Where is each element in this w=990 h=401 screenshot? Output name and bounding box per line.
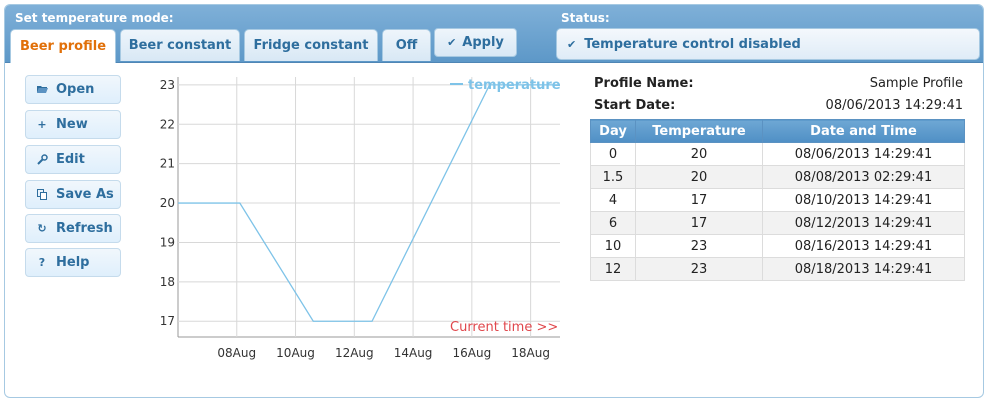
open-label: Open xyxy=(56,82,95,97)
cell-temperature: 17 xyxy=(635,188,763,212)
table-row[interactable]: 6 17 08/12/2013 14:29:41 xyxy=(590,211,965,235)
chart-series xyxy=(178,84,560,322)
app-frame: Set temperature mode: Status: Beer profi… xyxy=(4,4,984,398)
profile-table: Day Temperature Date and Time 0 20 08/06… xyxy=(590,119,965,281)
cell-temperature: 17 xyxy=(635,211,763,235)
x-tick-label: 14Aug xyxy=(394,346,433,360)
x-tick-label: 12Aug xyxy=(335,346,374,360)
tab-fridge-constant[interactable]: Fridge constant xyxy=(244,29,378,61)
y-tick-label: 22 xyxy=(160,117,175,131)
x-axis-labels: 08Aug 10Aug 12Aug 14Aug 16Aug 18Aug xyxy=(217,346,550,360)
folder-open-icon xyxy=(36,85,48,94)
cell-date-time: 08/18/2013 14:29:41 xyxy=(762,257,965,281)
save-as-label: Save As xyxy=(56,187,114,202)
cell-date-time: 08/06/2013 14:29:41 xyxy=(762,142,965,166)
cell-date-time: 08/12/2013 14:29:41 xyxy=(762,211,965,235)
y-tick-label: 18 xyxy=(160,275,175,289)
y-tick-label: 17 xyxy=(160,314,175,328)
cell-date-time: 08/08/2013 02:29:41 xyxy=(762,165,965,189)
cell-temperature: 20 xyxy=(635,142,763,166)
status-label: Status: xyxy=(561,11,610,25)
apply-button[interactable]: ✔ Apply xyxy=(434,28,517,57)
cell-date-time: 08/10/2013 14:29:41 xyxy=(762,188,965,212)
tab-beer-profile[interactable]: Beer profile xyxy=(10,29,116,63)
cell-date-time: 08/16/2013 14:29:41 xyxy=(762,234,965,258)
check-icon: ✔ xyxy=(567,37,577,51)
profile-name-value: Sample Profile xyxy=(869,76,963,91)
status-text: Temperature control disabled xyxy=(584,36,801,52)
legend-label: temperature xyxy=(468,78,561,93)
y-tick-label: 23 xyxy=(160,78,175,92)
table-row[interactable]: 1.5 20 08/08/2013 02:29:41 xyxy=(590,165,965,189)
cell-temperature: 23 xyxy=(635,257,763,281)
edit-button[interactable]: Edit xyxy=(25,145,121,174)
table-row[interactable]: 0 20 08/06/2013 14:29:41 xyxy=(590,142,965,166)
start-date-label: Start Date: xyxy=(594,98,676,113)
y-tick-label: 20 xyxy=(160,196,175,210)
table-row[interactable]: 12 23 08/18/2013 14:29:41 xyxy=(590,257,965,281)
apply-label: Apply xyxy=(462,35,504,50)
status-indicator: ✔ Temperature control disabled xyxy=(556,28,980,60)
help-icon: ? xyxy=(38,256,46,269)
refresh-icon: ↻ xyxy=(37,222,47,235)
table-header-row: Day Temperature Date and Time xyxy=(590,119,965,143)
open-button[interactable]: Open xyxy=(25,75,121,104)
cell-day: 6 xyxy=(590,211,636,235)
y-axis-labels: 17 18 19 20 21 22 23 xyxy=(160,78,175,328)
new-label: New xyxy=(56,117,88,132)
x-tick-label: 16Aug xyxy=(452,346,491,360)
new-button[interactable]: + New xyxy=(25,110,121,139)
wrench-icon xyxy=(36,154,48,165)
help-button[interactable]: ? Help xyxy=(25,248,121,277)
x-tick-label: 10Aug xyxy=(276,346,315,360)
cell-day: 10 xyxy=(590,234,636,258)
temperature-chart: 17 18 19 20 21 22 23 08Aug 10Aug 12Aug 14Aug 16Aug… xyxy=(160,77,561,360)
series-line-temperature xyxy=(178,84,560,322)
cell-day: 0 xyxy=(590,142,636,166)
column-header-date-time[interactable]: Date and Time xyxy=(762,119,965,143)
column-header-temperature[interactable]: Temperature xyxy=(635,119,763,143)
current-time-annotation: Current time >> xyxy=(450,320,558,335)
plus-icon: + xyxy=(37,118,47,131)
y-tick-label: 21 xyxy=(160,157,175,171)
save-as-button[interactable]: Save As xyxy=(25,180,121,209)
chart-grid xyxy=(177,77,560,338)
table-row[interactable]: 4 17 08/10/2013 14:29:41 xyxy=(590,188,965,212)
edit-label: Edit xyxy=(56,152,85,167)
mode-header: Set temperature mode: Status: Beer profi… xyxy=(5,5,983,63)
start-date-value: 08/06/2013 14:29:41 xyxy=(825,98,963,113)
x-tick-label: 08Aug xyxy=(217,346,256,360)
profile-name-label: Profile Name: xyxy=(594,76,694,91)
x-tick-label: 18Aug xyxy=(511,346,550,360)
cell-day: 12 xyxy=(590,257,636,281)
cell-day: 1.5 xyxy=(590,165,636,189)
copy-icon xyxy=(36,189,48,200)
tab-off[interactable]: Off xyxy=(382,29,431,61)
mode-label: Set temperature mode: xyxy=(15,11,174,25)
table-row[interactable]: 10 23 08/16/2013 14:29:41 xyxy=(590,234,965,258)
cell-temperature: 20 xyxy=(635,165,763,189)
refresh-label: Refresh xyxy=(56,221,113,236)
cell-temperature: 23 xyxy=(635,234,763,258)
column-header-day[interactable]: Day xyxy=(590,119,636,143)
check-icon: ✔ xyxy=(447,36,457,49)
help-label: Help xyxy=(56,255,90,270)
y-tick-label: 19 xyxy=(160,235,175,249)
chart-legend: temperature xyxy=(450,78,561,93)
cell-day: 4 xyxy=(590,188,636,212)
tab-beer-constant[interactable]: Beer constant xyxy=(120,29,240,61)
refresh-button[interactable]: ↻ Refresh xyxy=(25,214,121,243)
